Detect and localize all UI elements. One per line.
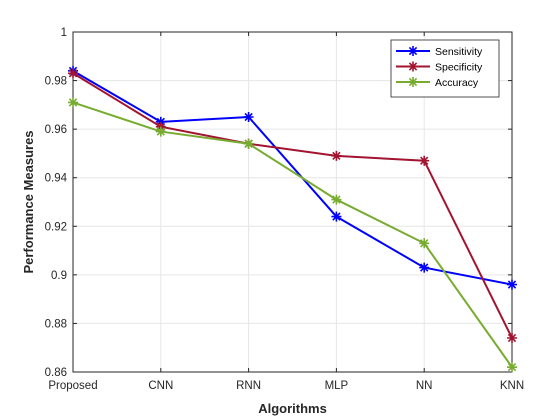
y-axis-label: Performance Measures <box>21 130 36 273</box>
y-tick-label: 0.96 <box>45 124 67 136</box>
legend-item-accuracy: Accuracy <box>396 77 479 89</box>
y-tick-label: 0.92 <box>45 221 67 233</box>
legend-item-specificity: Specificity <box>396 61 483 74</box>
sensitivity-point <box>419 262 430 273</box>
accuracy-point <box>68 97 78 108</box>
sensitivity-line <box>72 69 513 286</box>
legend-label: Sensitivity <box>435 46 483 58</box>
legend-label: Specificity <box>435 62 483 74</box>
y-tick-labels: 0.86 0.88 0.9 0.92 0.94 0.96 0.98 1 <box>45 27 68 379</box>
y-tick-label: 0.98 <box>45 76 67 88</box>
y-tick-label: 0.86 <box>45 367 67 379</box>
y-tick-label: 0.88 <box>45 318 67 330</box>
legend-label: Accuracy <box>435 77 479 89</box>
legend-marker <box>408 77 418 87</box>
x-tick-label: MLP <box>325 380 349 392</box>
x-tick-label: Proposed <box>48 380 97 392</box>
x-tick-labels: Proposed CNN RNN MLP NN KNN <box>48 380 524 392</box>
accuracy-point <box>331 194 342 205</box>
axes <box>72 31 513 373</box>
accuracy-line <box>72 101 513 368</box>
sensitivity-point <box>243 112 254 122</box>
legend-item-sensitivity: Sensitivity <box>396 46 483 58</box>
axes-box <box>72 31 513 373</box>
y-tick-label: 0.9 <box>51 270 67 282</box>
specificity-point <box>419 155 430 166</box>
x-tick-label: CNN <box>148 380 173 392</box>
y-tick-label: 1 <box>61 27 67 39</box>
accuracy-point <box>243 138 254 149</box>
accuracy-point <box>507 362 517 373</box>
accuracy-point <box>419 238 430 249</box>
specificity-point <box>507 333 517 343</box>
legend-marker <box>408 61 418 72</box>
legend-box <box>390 39 500 98</box>
sensitivity-point <box>507 279 517 290</box>
x-tick-label: NN <box>416 380 433 392</box>
x-tick-label: RNN <box>236 380 261 392</box>
y-tick-label: 0.94 <box>45 173 68 185</box>
legend: Sensitivity Specificity Accuracy <box>390 39 500 98</box>
specificity-point <box>331 150 342 161</box>
x-tick-label: KNN <box>500 380 524 392</box>
series-accuracy <box>68 97 517 373</box>
sensitivity-point <box>331 211 342 222</box>
series-group <box>68 65 517 373</box>
x-axis-label: Algorithms <box>258 401 327 416</box>
specificity-point <box>68 68 78 79</box>
specificity-line <box>72 72 513 339</box>
legend-marker <box>408 46 418 56</box>
accuracy-point <box>155 126 166 137</box>
